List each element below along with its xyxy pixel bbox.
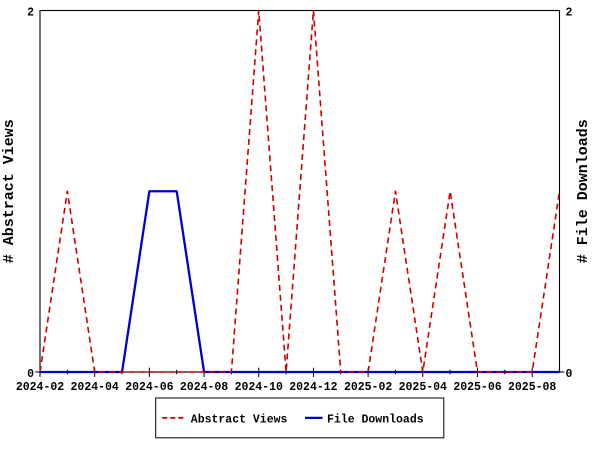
svg-text:2024-06: 2024-06 — [125, 381, 173, 394]
svg-text:# File Downloads: # File Downloads — [575, 119, 592, 263]
svg-text:File Downloads: File Downloads — [327, 413, 424, 426]
svg-text:2: 2 — [27, 7, 34, 20]
svg-text:Abstract Views: Abstract Views — [191, 413, 288, 426]
svg-text:2024-08: 2024-08 — [180, 381, 228, 394]
svg-text:0: 0 — [566, 368, 573, 381]
svg-text:2: 2 — [566, 7, 573, 20]
svg-text:2025-02: 2025-02 — [344, 381, 392, 394]
svg-text:2024-12: 2024-12 — [289, 381, 337, 394]
svg-text:2025-04: 2025-04 — [399, 381, 447, 394]
svg-text:# Abstract Views: # Abstract Views — [1, 119, 18, 263]
svg-text:2025-06: 2025-06 — [453, 381, 501, 394]
svg-text:2024-04: 2024-04 — [71, 381, 119, 394]
svg-text:0: 0 — [27, 368, 34, 381]
svg-text:2024-02: 2024-02 — [16, 381, 64, 394]
svg-text:2025-08: 2025-08 — [508, 381, 556, 394]
svg-text:2024-10: 2024-10 — [235, 381, 283, 394]
